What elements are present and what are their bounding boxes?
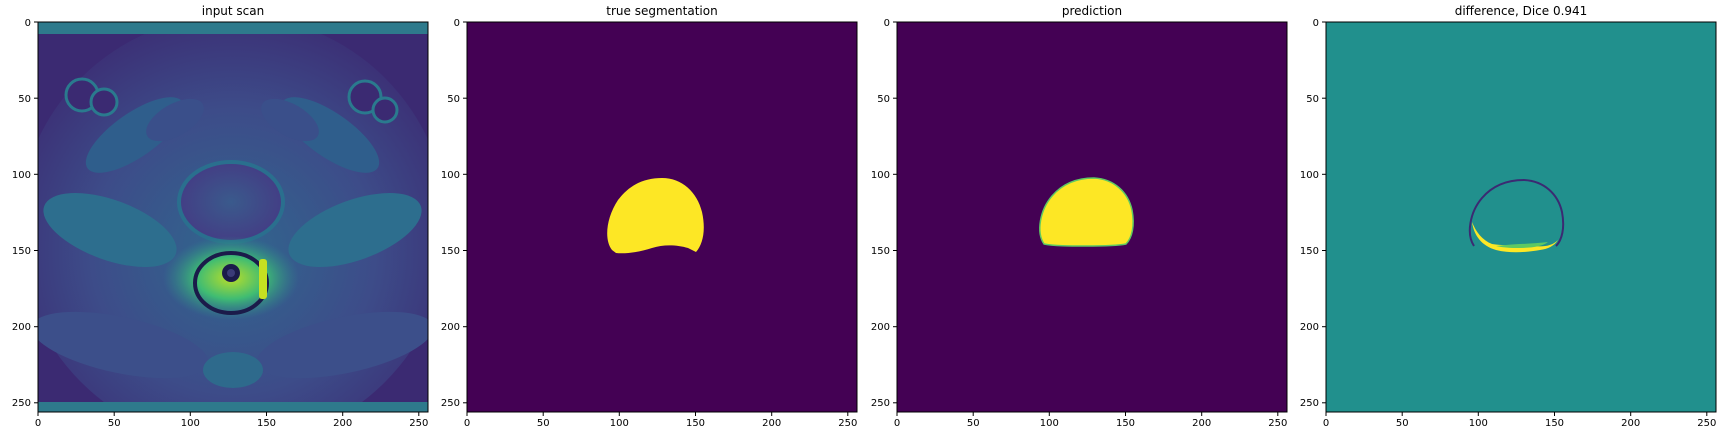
x-tick-label: 150 [1116, 418, 1135, 429]
panel-input-scan: input scan [12, 4, 429, 429]
y-axis: 0 50 100 150 200 250 [12, 18, 38, 409]
x-tick-label: 150 [686, 418, 705, 429]
y-tick-label: 200 [441, 322, 460, 333]
panel-difference: difference, Dice 0.941 0 50 100 150 200 … [1300, 4, 1717, 429]
x-tick-label: 150 [257, 418, 276, 429]
y-tick-label: 100 [12, 170, 31, 181]
x-tick-label: 0 [1323, 418, 1329, 429]
x-tick-label: 50 [108, 418, 121, 429]
y-tick-label: 0 [25, 18, 31, 29]
x-tick-label: 0 [464, 418, 470, 429]
y-tick-label: 200 [1300, 322, 1319, 333]
axes-frame [896, 21, 1288, 413]
difference-background [1326, 22, 1716, 412]
y-tick-label: 250 [1300, 398, 1319, 409]
x-tick-label: 200 [1621, 418, 1640, 429]
axes-frame [466, 21, 858, 413]
panel-title: prediction [1062, 4, 1122, 18]
x-tick-label: 50 [1396, 418, 1409, 429]
x-axis: 0 50 100 150 200 250 [1323, 412, 1716, 429]
y-tick-label: 50 [18, 94, 31, 105]
x-tick-label: 250 [409, 418, 428, 429]
y-tick-label: 250 [12, 398, 31, 409]
y-tick-label: 200 [871, 322, 890, 333]
y-tick-label: 0 [454, 18, 460, 29]
prediction-mask [1039, 177, 1134, 247]
panel-true-segmentation: true segmentation 0 50 100 150 200 250 0 [441, 4, 858, 429]
y-tick-label: 250 [871, 398, 890, 409]
y-tick-label: 200 [12, 322, 31, 333]
segmentation-mask [607, 178, 704, 254]
axes-frame [1325, 21, 1717, 413]
y-tick-label: 150 [871, 246, 890, 257]
x-tick-label: 50 [967, 418, 980, 429]
panel-title: input scan [202, 4, 265, 18]
x-tick-label: 200 [1192, 418, 1211, 429]
x-axis: 0 50 100 150 200 250 [35, 412, 428, 429]
x-axis: 0 50 100 150 200 250 [894, 412, 1287, 429]
y-axis: 0 50 100 150 200 250 [871, 18, 897, 409]
x-tick-label: 100 [610, 418, 629, 429]
panel-title: difference, Dice 0.941 [1455, 4, 1588, 18]
x-tick-label: 50 [537, 418, 550, 429]
panel-prediction: prediction 0 50 100 150 200 250 0 50 [871, 4, 1288, 429]
y-tick-label: 0 [1313, 18, 1319, 29]
y-axis: 0 50 100 150 200 250 [1300, 18, 1326, 409]
y-tick-label: 100 [871, 170, 890, 181]
y-axis: 0 50 100 150 200 250 [441, 18, 467, 409]
axes-frame [37, 21, 429, 413]
x-tick-label: 100 [181, 418, 200, 429]
y-tick-label: 0 [884, 18, 890, 29]
y-tick-label: 100 [1300, 170, 1319, 181]
x-tick-label: 250 [1697, 418, 1716, 429]
mri-image [38, 22, 428, 412]
x-tick-label: 100 [1469, 418, 1488, 429]
x-tick-label: 100 [1040, 418, 1059, 429]
x-tick-label: 150 [1545, 418, 1564, 429]
x-axis: 0 50 100 150 200 250 [464, 412, 857, 429]
x-tick-label: 0 [894, 418, 900, 429]
x-tick-label: 200 [762, 418, 781, 429]
x-tick-label: 250 [838, 418, 857, 429]
y-tick-label: 150 [441, 246, 460, 257]
panel-title: true segmentation [606, 4, 717, 18]
difference-crescent-edge [1496, 242, 1548, 248]
y-tick-label: 100 [441, 170, 460, 181]
y-tick-label: 50 [1306, 94, 1319, 105]
difference-outline [1468, 178, 1565, 247]
y-tick-label: 150 [12, 246, 31, 257]
y-tick-label: 250 [441, 398, 460, 409]
difference-crescent [1472, 222, 1558, 253]
x-tick-label: 200 [333, 418, 352, 429]
y-tick-label: 50 [447, 94, 460, 105]
x-tick-label: 0 [35, 418, 41, 429]
x-tick-label: 250 [1268, 418, 1287, 429]
y-tick-label: 150 [1300, 246, 1319, 257]
y-tick-label: 50 [877, 94, 890, 105]
